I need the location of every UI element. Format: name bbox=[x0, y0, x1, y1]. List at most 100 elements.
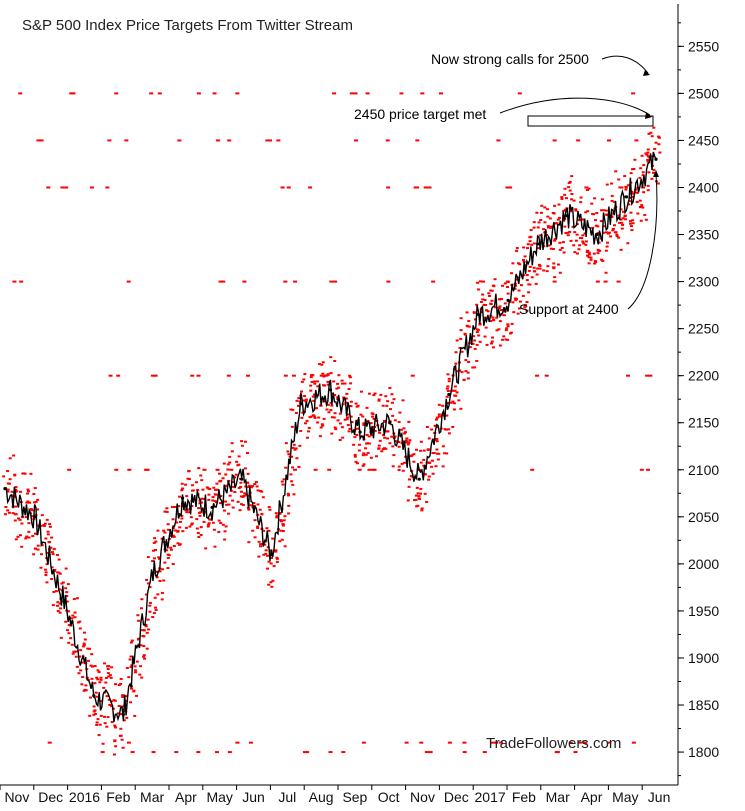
target-mark bbox=[13, 474, 17, 477]
price-point bbox=[328, 388, 333, 392]
target-mark bbox=[245, 452, 249, 455]
target-mark bbox=[364, 447, 368, 450]
target-level-mark bbox=[447, 741, 452, 744]
target-level-mark bbox=[353, 139, 358, 142]
target-mark bbox=[40, 514, 44, 517]
y-tick-label: 1900 bbox=[688, 650, 719, 666]
target-mark bbox=[302, 399, 306, 402]
target-mark bbox=[267, 560, 271, 563]
target-mark bbox=[43, 522, 47, 525]
target-level-mark bbox=[595, 280, 600, 283]
target-mark bbox=[540, 204, 544, 207]
target-mark bbox=[66, 583, 70, 586]
target-mark bbox=[622, 210, 626, 213]
target-mark bbox=[592, 213, 596, 216]
target-mark bbox=[101, 742, 105, 745]
target-mark bbox=[391, 465, 395, 468]
target-mark bbox=[217, 472, 221, 475]
target-mark bbox=[362, 423, 366, 426]
price-point bbox=[180, 496, 185, 500]
target-mark bbox=[380, 450, 384, 453]
target-mark bbox=[498, 320, 502, 323]
target-mark bbox=[148, 610, 152, 613]
target-level-mark bbox=[196, 92, 201, 95]
target-mark bbox=[631, 195, 635, 198]
target-mark bbox=[586, 210, 590, 213]
target-mark bbox=[350, 421, 354, 424]
target-mark bbox=[74, 650, 78, 653]
target-level-mark bbox=[606, 139, 611, 142]
target-mark bbox=[46, 533, 50, 536]
target-level-mark bbox=[265, 139, 270, 142]
target-mark bbox=[32, 501, 36, 504]
target-level-mark bbox=[64, 186, 69, 189]
target-mark bbox=[146, 556, 150, 559]
target-mark bbox=[546, 225, 550, 228]
target-mark bbox=[593, 197, 597, 200]
target-mark bbox=[451, 426, 455, 429]
target-mark bbox=[617, 236, 621, 239]
target-mark bbox=[478, 280, 482, 283]
target-mark bbox=[383, 436, 387, 439]
target-level-mark bbox=[177, 139, 182, 142]
target-level-mark bbox=[190, 374, 195, 377]
target-mark bbox=[148, 604, 152, 607]
target-mark bbox=[230, 450, 234, 453]
target-mark bbox=[632, 168, 636, 171]
target-mark bbox=[367, 435, 371, 438]
target-mark bbox=[399, 428, 403, 431]
target-mark bbox=[6, 509, 10, 512]
target-mark bbox=[330, 404, 334, 407]
target-mark bbox=[272, 565, 276, 568]
target-mark bbox=[71, 652, 75, 655]
target-mark bbox=[372, 394, 376, 397]
target-mark bbox=[465, 311, 469, 314]
target-mark bbox=[284, 466, 288, 469]
x-tick-label: Apr bbox=[175, 789, 197, 805]
target-mark bbox=[122, 694, 126, 697]
target-mark bbox=[401, 399, 405, 402]
target-mark bbox=[212, 528, 216, 531]
target-mark bbox=[545, 208, 549, 211]
target-level-mark bbox=[576, 139, 581, 142]
target-mark bbox=[312, 393, 316, 396]
target-mark bbox=[160, 568, 164, 571]
target-mark bbox=[407, 441, 411, 444]
target-mark bbox=[509, 332, 513, 335]
target-mark bbox=[332, 416, 336, 419]
target-mark bbox=[90, 677, 94, 680]
target-mark bbox=[568, 189, 572, 192]
target-mark bbox=[646, 151, 650, 154]
target-mark bbox=[437, 403, 441, 406]
target-met-highlight-box bbox=[527, 115, 654, 127]
target-mark bbox=[64, 567, 68, 570]
target-mark bbox=[121, 746, 125, 749]
target-mark bbox=[59, 636, 63, 639]
target-mark bbox=[501, 284, 505, 287]
target-level-mark bbox=[71, 92, 76, 95]
target-level-mark bbox=[157, 92, 162, 95]
target-mark bbox=[560, 246, 564, 249]
target-level-mark bbox=[245, 374, 250, 377]
target-level-mark bbox=[357, 468, 362, 471]
target-mark bbox=[153, 606, 157, 609]
target-mark bbox=[327, 411, 331, 414]
target-mark bbox=[536, 267, 540, 270]
target-mark bbox=[188, 525, 192, 528]
target-mark bbox=[14, 513, 18, 516]
target-mark bbox=[473, 366, 477, 369]
target-mark bbox=[247, 541, 251, 544]
target-mark bbox=[256, 489, 260, 492]
target-mark bbox=[238, 509, 242, 512]
target-mark bbox=[148, 586, 152, 589]
target-mark bbox=[108, 703, 112, 706]
target-mark bbox=[419, 487, 423, 490]
target-mark bbox=[347, 430, 351, 433]
target-level-mark bbox=[631, 92, 636, 95]
target-level-mark bbox=[46, 186, 51, 189]
target-mark bbox=[303, 394, 307, 397]
target-mark bbox=[146, 618, 150, 621]
target-mark bbox=[525, 274, 529, 277]
target-mark bbox=[284, 442, 288, 445]
